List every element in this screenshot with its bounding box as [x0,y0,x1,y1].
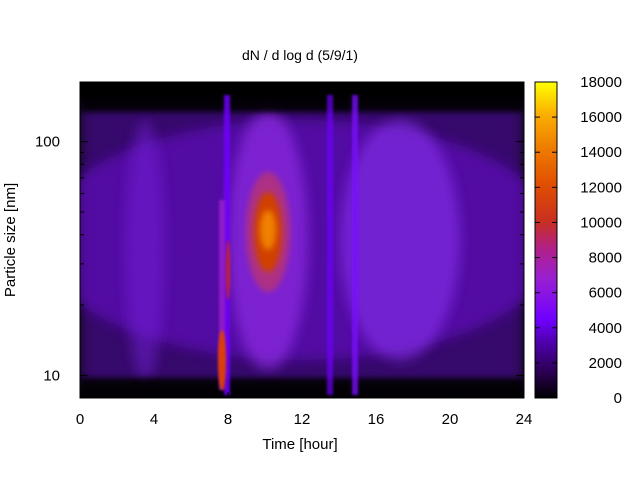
heatmap-bottom-dark [80,378,524,398]
colorbar-tick-label: 14000 [580,144,622,161]
colorbar-tick-label: 16000 [580,109,622,126]
x-tick-label: 4 [150,411,158,428]
colorbar-tick-label: 2000 [589,355,622,372]
heatmap-glow-right [340,120,460,360]
heatmap-area [80,82,524,398]
colorbar-tick-label: 4000 [589,320,622,337]
y-tick-label: 10 [43,367,60,384]
heatmap-blob-core [260,210,276,250]
colorbar-ticks: 0 2000 4000 6000 8000 10000 12000 14000 16000 180… [535,74,622,407]
x-tick-label: 24 [516,411,533,428]
colorbar-tick-label: 18000 [580,74,622,91]
x-tick-label: 0 [76,411,84,428]
colorbar-tick-label: 10000 [580,214,622,231]
x-tick-label: 8 [224,411,232,428]
y-tick-label: 100 [35,134,60,151]
x-axis-ticks: 0 4 8 12 16 20 24 [76,82,533,428]
colorbar-tick-label: 6000 [589,285,622,302]
heatmap-hotspot-8h-upper [225,240,231,300]
y-axis-label: Particle size [nm] [2,183,19,297]
heatmap-streak-15h [352,95,358,395]
colorbar-tick-label: 8000 [589,250,622,267]
heatmap-glow-left [125,120,165,380]
x-tick-label: 16 [368,411,385,428]
heatmap-streak-13.5h [327,95,333,395]
y-axis-ticks: 10 100 [35,134,524,384]
heatmap-streak-7.7h [219,200,225,390]
x-tick-label: 12 [294,411,311,428]
colorbar-tick-label: 0 [614,390,622,407]
x-tick-label: 20 [442,411,459,428]
chart-title: dN / d log d (5/9/1) [242,47,358,63]
colorbar [534,81,558,399]
x-axis-label: Time [hour] [262,436,337,453]
heatmap-hotspot-8h [218,330,226,390]
colorbar-tick-label: 12000 [580,179,622,196]
